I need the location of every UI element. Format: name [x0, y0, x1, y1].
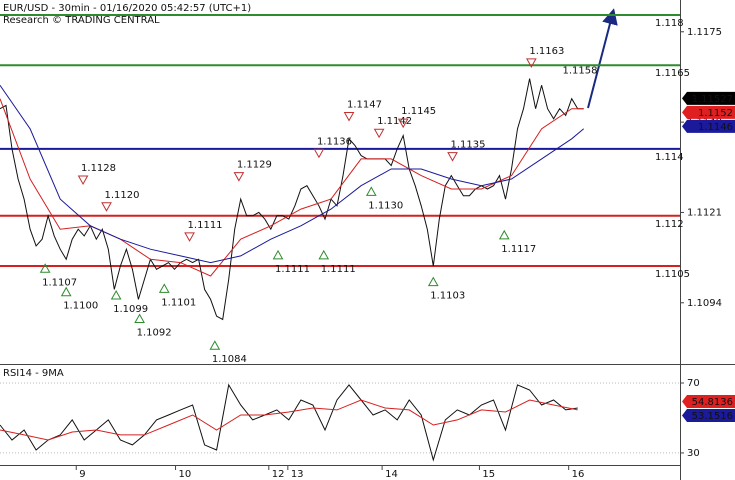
swing-low-marker [134, 313, 145, 323]
swing-low-marker [209, 340, 221, 350]
x-tick-label: 9 [79, 469, 85, 480]
y-tick-label: 70 [687, 378, 700, 389]
swing-high-marker [373, 128, 385, 139]
swing-low-label: 1.1111 [321, 264, 356, 275]
swing-high-marker [233, 172, 245, 182]
swing-high-label: 1.1145 [401, 106, 436, 117]
swing-high-marker [526, 58, 537, 68]
swing-high-marker [447, 152, 458, 162]
level-label: 1.118 [655, 18, 684, 29]
price-box [682, 409, 735, 423]
swing-low-label: 1.1130 [368, 200, 403, 211]
chart-title: RSI14 - 9MA [3, 368, 64, 379]
chart-subtitle: Research © TRADING CENTRAL [3, 15, 160, 26]
price-box [682, 395, 735, 409]
price-box-label: 53.1516 [692, 411, 733, 422]
swing-low-label: 1.1100 [63, 301, 98, 312]
x-tick-label: 13 [291, 469, 304, 480]
swing-high-label: 1.1136 [317, 136, 352, 147]
swing-high-marker [184, 232, 195, 242]
y-tick-label: 1.1121 [687, 207, 722, 218]
swing-high-label: 1.1135 [451, 140, 486, 151]
swing-low-marker [498, 229, 510, 240]
swing-high-label: 1.1147 [347, 99, 382, 110]
swing-low-label: 1.1103 [430, 291, 465, 302]
swing-low-marker [60, 286, 72, 297]
swing-low-label: 1.1107 [42, 277, 77, 288]
swing-low-marker [158, 283, 170, 293]
x-tick-label: 16 [572, 469, 585, 480]
y-tick-label: 1.1094 [687, 298, 722, 309]
price-box [682, 105, 735, 119]
swing-high-label: 1.1142 [377, 116, 412, 127]
price-box [682, 119, 735, 133]
swing-high-marker [397, 118, 409, 129]
swing-low-label: 1.1111 [275, 264, 310, 275]
swing-high-label: 1.1128 [81, 163, 116, 174]
series-line [0, 399, 578, 441]
swing-high-marker [313, 148, 325, 159]
price-annotation: 1.1158 [562, 66, 597, 77]
price-box-label: 1.1146 [698, 122, 733, 133]
swing-low-marker [365, 186, 377, 196]
x-tick-label: 10 [179, 469, 192, 480]
price-box-label: 1.1152 [698, 108, 733, 119]
swing-high-label: 1.1129 [237, 160, 272, 171]
swing-high-label: 1.1163 [529, 46, 564, 57]
swing-high-marker [77, 175, 89, 186]
x-tick-label: 15 [482, 469, 495, 480]
price-box-label: 1.11527 [692, 94, 733, 105]
swing-low-label: 1.1092 [137, 327, 172, 338]
swing-low-marker [427, 276, 439, 287]
y-tick-label: 1.1175 [687, 27, 722, 38]
x-tick-label: 14 [385, 469, 398, 480]
swing-low-marker [318, 249, 330, 260]
level-label: 1.112 [655, 219, 684, 230]
series-line [0, 85, 585, 264]
swing-high-marker [101, 202, 112, 212]
x-tick-label: 12 [272, 469, 285, 480]
price-box-label: 54.8136 [692, 397, 733, 408]
series-line [0, 78, 584, 321]
swing-low-marker [39, 263, 51, 273]
level-label: 1.114 [655, 152, 684, 163]
price-box [682, 91, 735, 105]
swing-high-label: 1.1111 [188, 220, 223, 231]
swing-low-label: 1.1084 [212, 354, 247, 365]
swing-low-marker [272, 249, 284, 260]
swing-low-label: 1.1099 [113, 304, 148, 315]
y-tick-label: 30 [687, 448, 700, 459]
swing-high-label: 1.1120 [105, 190, 140, 201]
chart-title: EUR/USD - 30min - 01/16/2020 05:42:57 (U… [3, 3, 251, 14]
level-label: 1.1105 [655, 269, 690, 280]
projection-arrow [587, 8, 618, 109]
swing-low-marker [110, 290, 122, 300]
swing-low-label: 1.1101 [161, 297, 196, 308]
swing-low-label: 1.1117 [501, 244, 536, 255]
level-label: 1.1165 [655, 68, 690, 79]
swing-high-marker [343, 111, 355, 122]
